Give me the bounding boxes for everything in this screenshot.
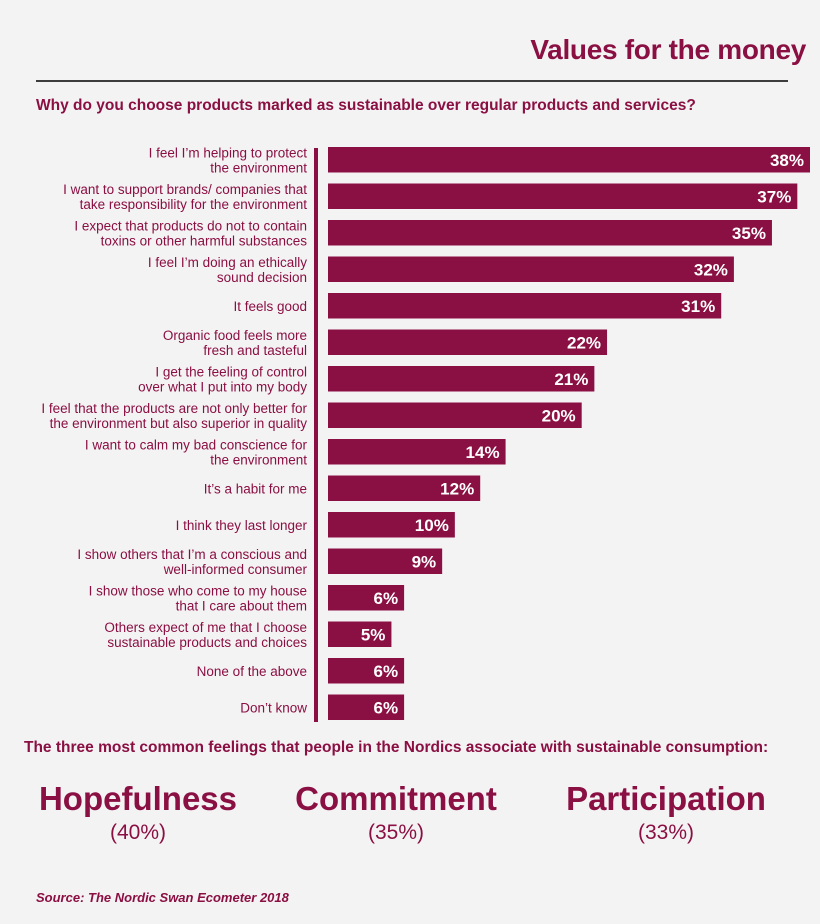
bar <box>328 694 405 720</box>
title-divider <box>36 80 788 82</box>
bar-value-label: 10% <box>415 516 449 535</box>
bar <box>328 402 582 428</box>
category-label-line: over what I put into my body <box>138 379 307 394</box>
feeling-percent: (33%) <box>637 821 695 844</box>
category-label-line: None of the above <box>197 664 307 679</box>
bar-value-label: 21% <box>554 370 588 389</box>
category-label-line: I want to calm my bad conscience for <box>85 437 308 452</box>
bar-value-label: 38% <box>770 151 804 170</box>
bar <box>328 293 722 319</box>
bar <box>328 548 443 574</box>
bar <box>328 512 455 538</box>
category-label: Others expect of me that I choose sustain… <box>104 620 307 650</box>
bar <box>328 183 798 209</box>
category-label: I want to calm my bad conscience for the … <box>85 437 308 467</box>
category-label: Organic food feels more fresh and tastefu… <box>163 328 307 358</box>
feeling-word: Commitment <box>295 780 497 817</box>
category-label-line: I think they last longer <box>176 518 308 533</box>
category-label: I feel I’m doing an ethically sound decis… <box>148 255 307 285</box>
bar <box>328 256 734 282</box>
bar-value-label: 12% <box>440 479 474 498</box>
category-label: Don’t know <box>240 700 307 715</box>
category-label-line: take responsibility for the environment <box>80 197 308 212</box>
feeling-commitment: Commitment (35%) <box>266 780 526 848</box>
feeling-word: Participation <box>566 780 766 817</box>
bar <box>328 147 810 173</box>
category-label-line: sustainable products and choices <box>107 635 307 650</box>
category-label-line: Others expect of me that I choose <box>104 620 307 635</box>
category-label-line: the environment but also superior in qua… <box>50 416 308 431</box>
category-label-line: I expect that products do not to contain <box>74 218 307 233</box>
bar-value-label: 22% <box>567 333 601 352</box>
category-label-line: Don’t know <box>240 700 307 715</box>
category-label-line: I feel I’m doing an ethically <box>148 255 307 270</box>
bar-value-label: 37% <box>757 187 791 206</box>
category-label: I show others that I’m a conscious and we… <box>77 547 307 577</box>
category-label-line: It’s a habit for me <box>204 481 307 496</box>
bar-value-label: 32% <box>694 260 728 279</box>
chart-title: Values for the money <box>530 34 806 65</box>
bar <box>328 621 392 647</box>
category-label-line: that I care about them <box>176 598 307 613</box>
bar <box>328 220 772 246</box>
chart-question: Why do you choose products marked as sus… <box>36 97 696 114</box>
bar-value-label: 6% <box>374 662 399 681</box>
category-label-line: the environment <box>210 452 307 467</box>
feelings-intro: The three most common feelings that peop… <box>24 739 769 756</box>
category-label: I want to support brands/ companies that… <box>63 182 307 212</box>
category-label-line: It feels good <box>233 299 307 314</box>
feeling-percent: (35%) <box>367 821 425 844</box>
bar-value-label: 20% <box>542 406 576 425</box>
bar-value-label: 6% <box>374 698 399 717</box>
bar-value-label: 9% <box>412 552 437 571</box>
category-label-line: I get the feeling of control <box>155 364 307 379</box>
bar <box>328 658 405 684</box>
bar <box>328 329 608 355</box>
category-label-line: I feel I’m helping to protect <box>149 145 308 160</box>
category-label: It’s a habit for me <box>204 481 307 496</box>
feeling-hopefulness: Hopefulness (40%) <box>8 780 268 848</box>
category-label: I feel I’m helping to protect the environ… <box>149 145 308 175</box>
category-label-line: well-informed consumer <box>163 562 308 577</box>
source-note: Source: The Nordic Swan Ecometer 2018 <box>36 890 289 905</box>
feeling-percent: (40%) <box>109 821 167 844</box>
category-label-line: toxins or other harmful substances <box>101 233 308 248</box>
category-label-line: I want to support brands/ companies that <box>63 182 307 197</box>
category-label-line: fresh and tasteful <box>203 343 307 358</box>
bar <box>328 585 405 611</box>
bar-value-label: 31% <box>681 297 715 316</box>
category-label: I expect that products do not to contain… <box>74 218 307 248</box>
category-label: None of the above <box>197 664 307 679</box>
bar <box>328 366 595 392</box>
bar-value-label: 35% <box>732 224 766 243</box>
category-label: I get the feeling of control over what I … <box>138 364 307 394</box>
feeling-participation: Participation (33%) <box>536 780 796 848</box>
category-label: I show those who come to my house that I … <box>89 583 307 613</box>
bar-value-label: 5% <box>361 625 386 644</box>
bar-value-label: 14% <box>466 443 500 462</box>
category-label-line: I feel that the products are not only be… <box>41 401 307 416</box>
category-label-line: sound decision <box>217 270 307 285</box>
category-label-line: Organic food feels more <box>163 328 307 343</box>
bar <box>328 475 481 501</box>
y-axis-line <box>314 148 318 722</box>
bar-value-label: 6% <box>374 589 399 608</box>
category-label: I think they last longer <box>176 518 308 533</box>
feeling-word: Hopefulness <box>38 780 238 817</box>
category-label: I feel that the products are not only be… <box>41 401 307 431</box>
category-label-line: the environment <box>210 160 307 175</box>
category-label-line: I show those who come to my house <box>89 583 307 598</box>
bar <box>328 439 506 465</box>
bar-chart: 38%I feel I’m helping to protect the envi… <box>41 145 810 722</box>
category-label: It feels good <box>233 299 307 314</box>
category-label-line: I show others that I’m a conscious and <box>77 547 307 562</box>
